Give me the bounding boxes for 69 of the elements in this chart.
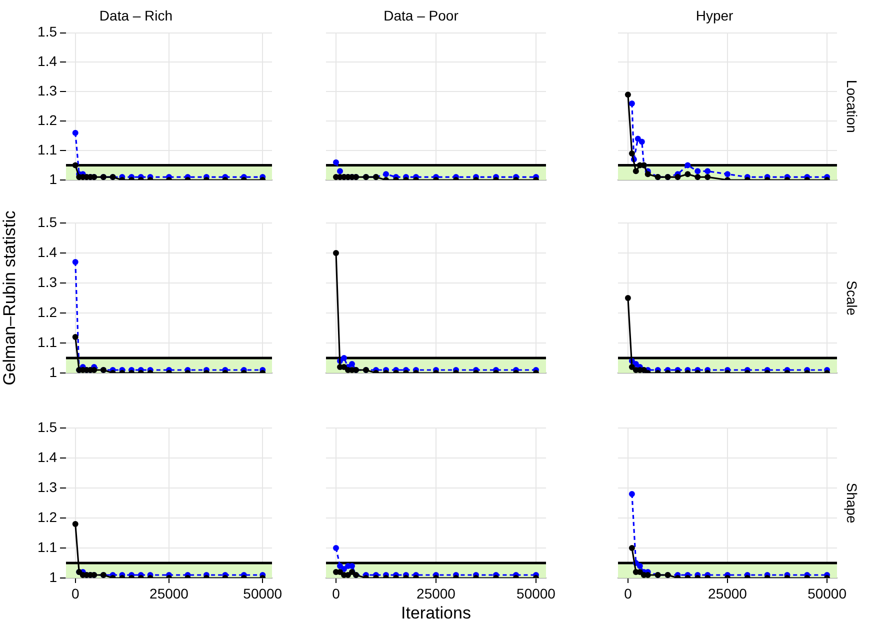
point xyxy=(694,174,701,180)
x-tick-label: 0 xyxy=(332,585,340,602)
point xyxy=(72,334,78,340)
point xyxy=(694,168,701,174)
y2-axis-title: Scale xyxy=(844,280,860,316)
x-tick-label: 25000 xyxy=(708,585,748,602)
x-axis-title: Iterations xyxy=(401,603,471,622)
y-tick-label: 1.4 xyxy=(38,244,58,260)
y-tick-label: 1.2 xyxy=(38,304,58,320)
y-tick-label: 1.2 xyxy=(38,112,58,128)
y2-axis-title: Shape xyxy=(844,482,860,524)
point xyxy=(72,259,78,265)
point xyxy=(628,364,635,370)
y-tick-label: 1.3 xyxy=(38,82,58,99)
x-tick-label: 0 xyxy=(71,585,80,602)
y-tick-label: 1.3 xyxy=(38,478,58,495)
point xyxy=(628,545,635,551)
y-tick-label: 1 xyxy=(49,568,58,585)
point xyxy=(349,563,355,569)
y2-axis-title: Location xyxy=(844,80,860,133)
chart-title: Data – Poor xyxy=(384,7,459,24)
x-tick-label: 50000 xyxy=(243,585,282,602)
y-tick-label: 1.5 xyxy=(38,24,58,40)
y-tick-label: 1.5 xyxy=(38,214,58,230)
point xyxy=(333,250,339,256)
y-tick-label: 1.1 xyxy=(38,141,58,158)
chart-title: Hyper xyxy=(696,7,734,24)
y-tick-label: 1.5 xyxy=(38,418,58,435)
point xyxy=(628,491,635,497)
point xyxy=(341,364,347,370)
point xyxy=(72,162,78,168)
y-tick-label: 1.4 xyxy=(38,53,58,70)
x-tick-label: 0 xyxy=(624,585,632,602)
point xyxy=(337,569,343,575)
point xyxy=(704,174,711,180)
point xyxy=(636,563,643,569)
chart-title: Data – Rich xyxy=(99,7,173,24)
point xyxy=(632,168,639,174)
point xyxy=(644,171,651,178)
y-tick-label: 1.2 xyxy=(38,508,58,525)
x-tick-label: 25000 xyxy=(150,585,189,602)
y-tick-label: 1 xyxy=(49,170,58,187)
point xyxy=(337,563,343,569)
x-tick-label: 50000 xyxy=(516,585,556,602)
point xyxy=(674,174,681,180)
point xyxy=(704,168,711,174)
point xyxy=(341,355,347,361)
point xyxy=(72,130,78,136)
y-tick-label: 1.3 xyxy=(38,274,58,290)
y-tick-label: 1.1 xyxy=(38,538,58,555)
point xyxy=(684,171,691,178)
point xyxy=(72,521,78,527)
point xyxy=(638,138,645,145)
point xyxy=(333,545,339,551)
point xyxy=(684,162,691,168)
point xyxy=(349,361,355,367)
x-tick-label: 25000 xyxy=(416,585,456,602)
point xyxy=(349,569,355,575)
y-tick-label: 1.4 xyxy=(38,448,58,465)
point xyxy=(624,295,631,301)
point xyxy=(628,100,635,106)
point xyxy=(628,150,635,157)
y-tick-label: 1 xyxy=(49,364,58,380)
x-tick-label: 50000 xyxy=(808,585,847,602)
point xyxy=(624,92,631,98)
y-axis-title: Gelman–Rubin statistic xyxy=(0,210,19,386)
y-tick-label: 1.1 xyxy=(38,334,58,350)
point xyxy=(724,171,730,178)
point xyxy=(345,572,351,578)
